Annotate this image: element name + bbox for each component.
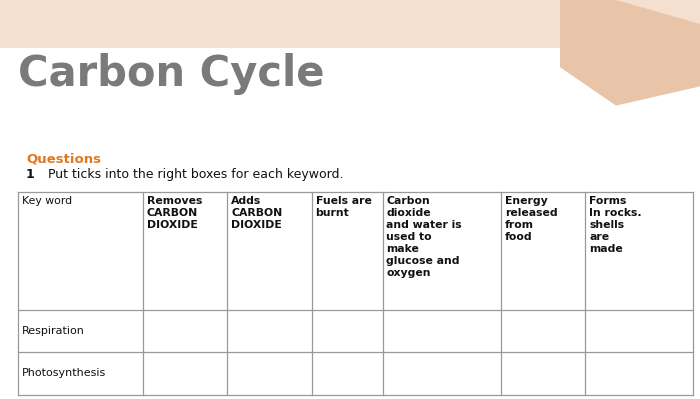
Text: 1: 1 — [26, 168, 35, 181]
Text: Key word: Key word — [22, 196, 72, 206]
Text: Fuels are
burnt: Fuels are burnt — [316, 196, 372, 218]
Text: Carbon
dioxide
and water is
used to
make
glucose and
oxygen: Carbon dioxide and water is used to make… — [386, 196, 462, 278]
Polygon shape — [560, 0, 700, 106]
Text: Adds
CARBON
DIOXIDE: Adds CARBON DIOXIDE — [231, 196, 283, 230]
Text: Respiration: Respiration — [22, 326, 85, 336]
Text: Removes
CARBON
DIOXIDE: Removes CARBON DIOXIDE — [147, 196, 202, 230]
Text: Questions: Questions — [26, 152, 101, 165]
Text: Photosynthesis: Photosynthesis — [22, 369, 106, 379]
Text: Energy
released
from
food: Energy released from food — [505, 196, 557, 242]
Text: Carbon Cycle: Carbon Cycle — [18, 53, 325, 95]
Text: Forms
In rocks.
shells
are
made: Forms In rocks. shells are made — [589, 196, 642, 254]
Text: Put ticks into the right boxes for each keyword.: Put ticks into the right boxes for each … — [48, 168, 344, 181]
Bar — [0, 0, 700, 48]
